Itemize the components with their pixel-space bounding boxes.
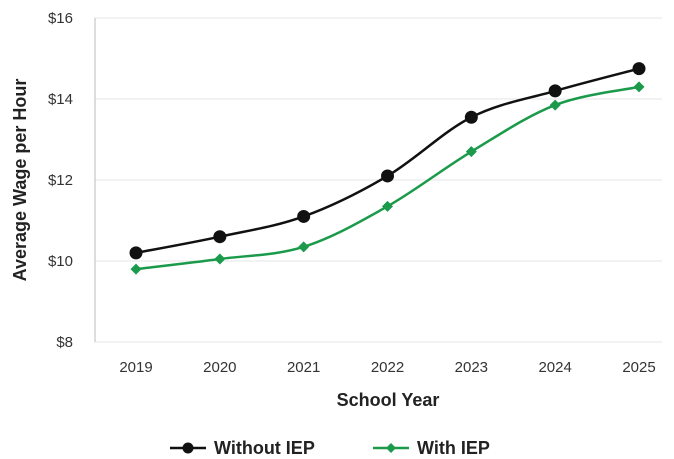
series-with-iep bbox=[130, 81, 645, 275]
x-tick-label: 2023 bbox=[455, 359, 488, 376]
data-point-with-iep bbox=[298, 241, 310, 253]
x-tick-label: 2024 bbox=[538, 359, 571, 376]
y-axis-ticks: $8 $10 $12 $14 $16 bbox=[48, 10, 73, 351]
data-point-without-iep bbox=[213, 230, 227, 244]
x-tick-label: 2019 bbox=[119, 359, 152, 376]
y-tick-label: $16 bbox=[48, 10, 73, 27]
y-tick-label: $10 bbox=[48, 253, 73, 270]
y-tick-label: $8 bbox=[56, 334, 73, 351]
legend-marker bbox=[386, 443, 396, 453]
x-axis-ticks: 2019 2020 2021 2022 2023 2024 2025 bbox=[119, 359, 655, 376]
data-point-with-iep bbox=[382, 200, 393, 212]
data-point-with-iep bbox=[130, 263, 142, 275]
x-tick-label: 2025 bbox=[622, 359, 655, 376]
legend-label: With IEP bbox=[417, 438, 490, 458]
data-point-without-iep bbox=[632, 62, 646, 76]
x-tick-label: 2021 bbox=[287, 359, 320, 376]
data-point-with-iep bbox=[214, 253, 226, 265]
legend-label: Without IEP bbox=[214, 438, 315, 458]
y-tick-label: $12 bbox=[48, 172, 73, 189]
x-tick-label: 2020 bbox=[203, 359, 236, 376]
data-point-without-iep bbox=[548, 84, 562, 98]
legend: Without IEP With IEP bbox=[170, 438, 490, 458]
data-point-with-iep bbox=[633, 81, 645, 93]
series-line-without-iep bbox=[135, 67, 640, 255]
y-axis-title: Average Wage per Hour bbox=[10, 79, 30, 282]
data-point-without-iep bbox=[129, 246, 143, 260]
legend-marker bbox=[182, 442, 194, 454]
data-point-without-iep bbox=[297, 209, 311, 223]
data-point-without-iep bbox=[464, 110, 478, 124]
data-point-without-iep bbox=[381, 169, 394, 183]
legend-item: Without IEP bbox=[170, 438, 315, 458]
series-layer bbox=[129, 62, 646, 275]
data-point-with-iep bbox=[549, 99, 561, 111]
legend-item: With IEP bbox=[373, 438, 490, 458]
x-tick-label: 2022 bbox=[371, 359, 404, 376]
x-axis-title: School Year bbox=[337, 390, 440, 410]
series-without-iep bbox=[129, 62, 646, 260]
y-tick-label: $14 bbox=[48, 91, 73, 108]
data-point-with-iep bbox=[465, 146, 477, 158]
